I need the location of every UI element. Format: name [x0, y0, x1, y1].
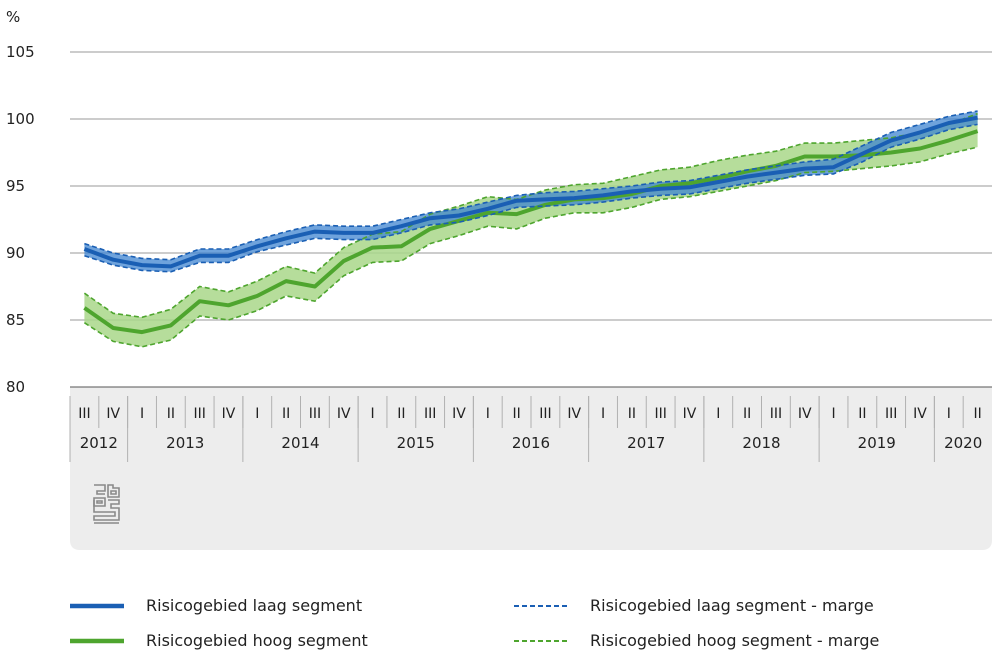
x-quarter-label: IV	[452, 406, 466, 422]
x-quarter-label: II	[743, 406, 751, 422]
x-quarter-label: III	[654, 406, 666, 422]
x-quarter-label: III	[539, 406, 551, 422]
series-laag-marge-lower	[84, 123, 978, 273]
x-quarter-label: II	[628, 406, 636, 422]
x-quarter-label: III	[193, 406, 205, 422]
legend-swatch-laag-marge	[514, 603, 568, 609]
x-quarter-label: I	[601, 406, 605, 422]
series-hoog-marge-lower	[83, 146, 978, 348]
y-axis-unit-label: %	[6, 8, 20, 26]
x-quarter-label: II	[512, 406, 520, 422]
band-laag-segment	[84, 111, 978, 272]
x-quarter-label: I	[140, 406, 144, 422]
x-quarter-label: II	[282, 406, 290, 422]
y-tick-label: 95	[6, 177, 25, 195]
x-year-label: 2018	[742, 434, 780, 452]
cbs-logo-icon	[93, 484, 120, 524]
x-year-label: 2020	[944, 434, 982, 452]
band-hoog-segment	[84, 113, 978, 347]
legend-item: Risicogebied hoog segment	[70, 623, 368, 658]
x-quarter-label: IV	[106, 406, 120, 422]
x-quarter-label: IV	[798, 406, 812, 422]
legend-swatch-laag-segment	[70, 603, 124, 609]
legend-swatch-hoog-marge	[514, 638, 568, 644]
legend-item: Risicogebied hoog segment - marge	[514, 623, 879, 658]
x-quarter-label: I	[716, 406, 720, 422]
x-quarter-label: III	[78, 406, 90, 422]
legend-right: Risicogebied laag segment - marge Risico…	[514, 588, 879, 658]
legend-label: Risicogebied hoog segment	[146, 631, 368, 650]
x-quarter-label: I	[947, 406, 951, 422]
x-quarter-label: I	[370, 406, 374, 422]
y-tick-label: 100	[6, 110, 35, 128]
y-tick-label: 80	[6, 378, 25, 396]
x-year-label: 2015	[397, 434, 435, 452]
x-quarter-label: IV	[913, 406, 927, 422]
x-quarter-label: II	[973, 406, 981, 422]
x-quarter-label: I	[831, 406, 835, 422]
x-quarter-label: IV	[683, 406, 697, 422]
x-quarter-label: II	[858, 406, 866, 422]
x-year-label: 2014	[281, 434, 319, 452]
x-year-label: 2012	[80, 434, 118, 452]
series-hoog-segment	[83, 129, 979, 335]
x-year-label: 2013	[166, 434, 204, 452]
x-quarter-label: IV	[337, 406, 351, 422]
x-year-label: 2017	[627, 434, 665, 452]
x-quarter-label: I	[486, 406, 490, 422]
x-quarter-label: III	[309, 406, 321, 422]
x-quarter-label: II	[167, 406, 175, 422]
x-quarter-label: III	[424, 406, 436, 422]
chart-area: 80 85 90 95 100 105 III IV I II III IV I II III IV I II I…	[6, 8, 992, 650]
legend-swatch-hoog-segment	[70, 638, 124, 644]
x-quarter-label: II	[397, 406, 405, 422]
series-laag-marge-upper	[84, 110, 978, 261]
y-tick-label: 105	[6, 43, 35, 61]
legend-label: Risicogebied laag segment	[146, 596, 363, 615]
legend-label: Risicogebied hoog segment - marge	[590, 631, 880, 650]
y-tick-label: 90	[6, 244, 25, 262]
x-quarter-label: III	[885, 406, 897, 422]
legend-item: Risicogebied laag segment - marge	[514, 588, 879, 623]
x-quarter-label: I	[255, 406, 259, 422]
series-laag-segment	[83, 115, 978, 269]
legend-left: Risicogebied laag segment Risicogebied h…	[70, 588, 368, 658]
x-year-label: 2016	[512, 434, 550, 452]
x-quarter-label: IV	[222, 406, 236, 422]
x-quarter-label: IV	[567, 406, 581, 422]
x-year-label: 2019	[858, 434, 896, 452]
legend-label: Risicogebied laag segment - marge	[590, 596, 874, 615]
y-tick-label: 85	[6, 311, 25, 329]
legend-item: Risicogebied laag segment	[70, 588, 368, 623]
x-quarter-label: III	[770, 406, 782, 422]
